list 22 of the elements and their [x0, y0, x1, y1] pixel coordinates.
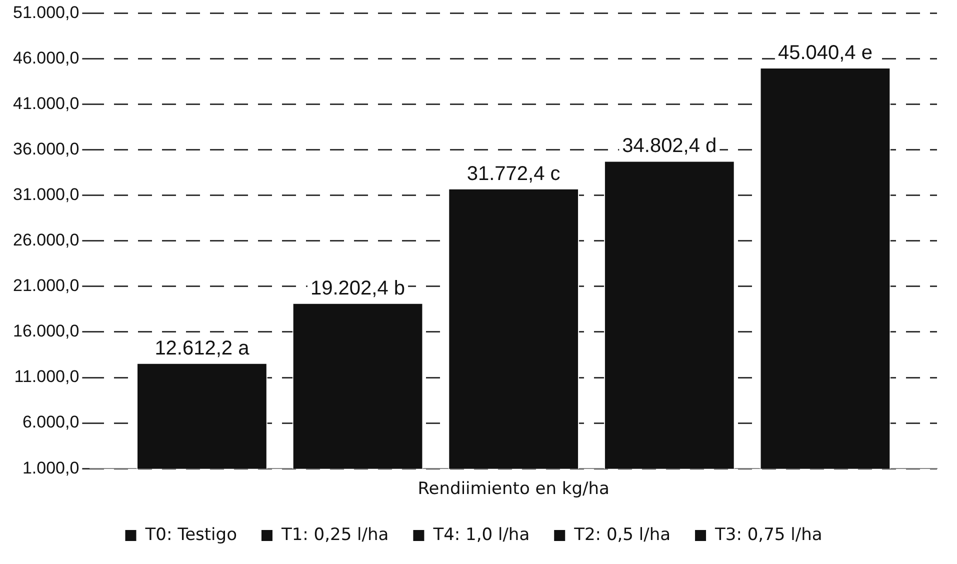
legend-label: T2: 0,5 l/ha	[573, 524, 671, 545]
y-tick-label: 1.000,0	[22, 458, 80, 478]
y-tick-label: 16.000,0	[12, 322, 80, 341]
y-tick-label: 31.000,0	[12, 185, 80, 204]
y-tick-label: 36.000,0	[12, 140, 80, 159]
y-tick-label: 46.000,0	[12, 48, 80, 68]
y-tick-label: 51.000,0	[12, 2, 80, 22]
data-label: 12.612,2 a	[154, 337, 250, 360]
y-tick-label: 26.000,0	[12, 230, 80, 250]
data-label: 34.802,4 d	[622, 135, 717, 158]
y-tick-label: 6.000,0	[22, 412, 80, 432]
data-label: 45.040,4 e	[778, 42, 872, 64]
data-label: 31.772,4 c	[466, 162, 560, 185]
y-tick-label: 11.000,0	[14, 367, 80, 386]
legend-label: T3: 0,75 l/ha	[714, 524, 822, 545]
y-tick-label: 21.000,0	[12, 276, 80, 296]
x-tick-label: Rendiimiento en kg/ha	[418, 479, 610, 500]
legend-label: T1: 0,25 l/ha	[280, 524, 389, 545]
legend-label: T0: Testigo	[144, 524, 237, 545]
legend-label: T4: 1,0 l/ha	[432, 524, 530, 545]
data-label: 19.202,4 b	[310, 277, 406, 300]
y-tick-label: 41.000,0	[12, 94, 80, 113]
